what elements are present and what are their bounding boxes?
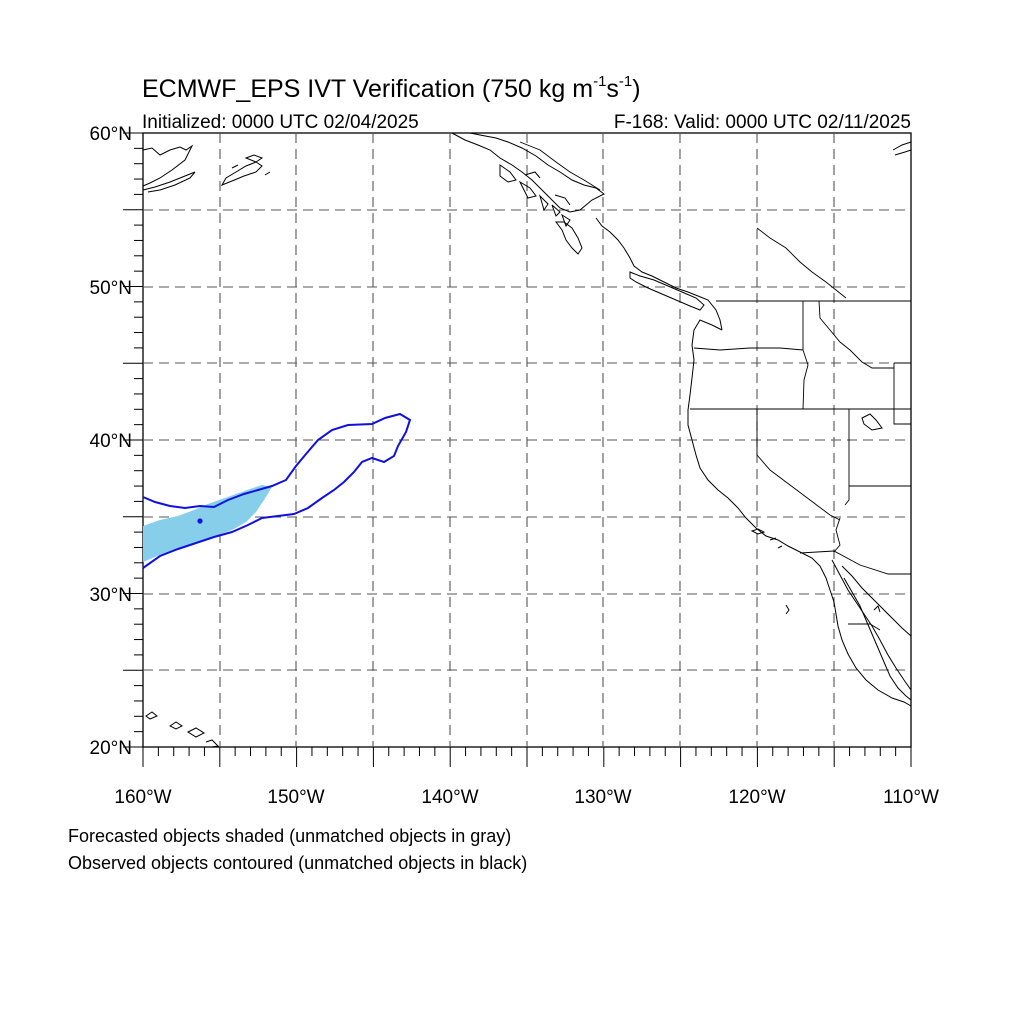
great-salt-lake xyxy=(861,413,883,431)
lat-label-30n: 30°N xyxy=(90,585,132,606)
alaska-coast xyxy=(142,144,196,193)
coastlines xyxy=(142,132,912,748)
longitude-labels: 160°W 150°W 140°W 130°W 120°W 110°W xyxy=(114,787,939,808)
valid-time-label: F-168: Valid: 0000 UTC 02/11/2025 xyxy=(614,112,911,133)
political-borders xyxy=(519,141,911,631)
forecast-ivt-object xyxy=(143,485,272,562)
channel-islands xyxy=(750,528,881,615)
lon-label-130w: 130°W xyxy=(574,787,631,808)
mexico-states xyxy=(848,623,881,631)
nevada-utah-border xyxy=(844,409,850,506)
us-mexico-border xyxy=(799,550,911,575)
lat-label-50n: 50°N xyxy=(90,278,132,299)
map-title: ECMWF_EPS IVT Verification (750 kg m-1s-… xyxy=(142,73,641,103)
gulf-of-california xyxy=(843,577,912,701)
northeast-coast-fragment xyxy=(892,141,912,156)
vancouver-island xyxy=(629,271,705,311)
lat-label-40n: 40°N xyxy=(90,431,132,452)
latitude-labels: 60°N 50°N 40°N 30°N 20°N xyxy=(90,124,132,759)
hawaii-islands xyxy=(145,711,220,748)
lon-label-160w: 160°W xyxy=(114,787,171,808)
us-west-coast xyxy=(687,319,912,707)
observed-ivt-contour xyxy=(142,412,412,569)
bc-alberta-border xyxy=(756,227,847,299)
baja-california xyxy=(831,559,912,691)
lon-label-150w: 150°W xyxy=(267,787,324,808)
california-nevada-border xyxy=(756,409,841,521)
alaska-panhandle-islands xyxy=(499,164,571,228)
observed-legend-note: Observed objects contoured (unmatched ob… xyxy=(68,853,528,873)
lat-label-20n: 20°N xyxy=(90,738,132,759)
observed-ivt-dot xyxy=(197,518,203,524)
forecast-legend-note: Forecasted objects shaded (unmatched obj… xyxy=(68,826,512,846)
lon-label-110w: 110°W xyxy=(883,787,939,808)
arizona-california-border xyxy=(833,517,841,553)
map-panel xyxy=(123,132,912,767)
washington-oregon-border xyxy=(693,347,804,351)
idaho-montana-border xyxy=(818,300,894,369)
axis-ticks xyxy=(123,132,912,767)
lon-label-140w: 140°W xyxy=(421,787,478,808)
alaska-bc-border xyxy=(519,141,601,191)
haida-gwaii xyxy=(555,221,583,255)
initialized-label: Initialized: 0000 UTC 02/04/2025 xyxy=(142,112,419,133)
alaska-islands xyxy=(220,154,271,186)
lon-label-120w: 120°W xyxy=(728,787,785,808)
alaska-panhandle xyxy=(451,132,605,213)
bc-coast xyxy=(595,217,723,331)
montana-wyoming-border xyxy=(893,362,911,425)
lat-label-60n: 60°N xyxy=(90,124,132,145)
oregon-idaho-border xyxy=(802,349,809,410)
